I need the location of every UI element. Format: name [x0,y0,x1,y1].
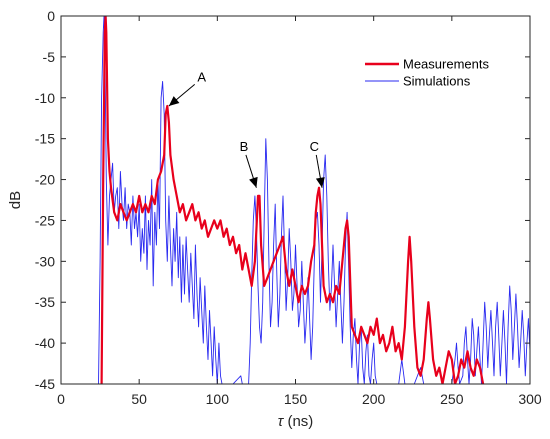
y-tick-label: -35 [35,294,55,310]
y-tick-label: -25 [35,212,55,228]
x-tick-label: 0 [57,391,65,407]
series-layer [98,16,530,384]
x-tick-label: 50 [131,391,147,407]
y-tick-label: -30 [35,253,55,269]
x-axis-label-unit: (ns) [287,413,313,430]
legend-label-simulations: Simulations [403,74,471,89]
annotation-arrow-head [168,96,180,106]
y-tick-label: -5 [43,49,56,65]
x-axis-label: τ (ns) [278,413,314,430]
annotation-arrow-head [315,177,325,188]
legend-label-measurements: Measurements [403,57,489,72]
y-tick-label: -40 [35,335,55,351]
x-axis-label-symbol: τ [278,413,285,430]
annotation-arrow-head [249,176,258,188]
y-tick-label: -10 [35,90,55,106]
annotation-label-b: B [240,139,249,154]
x-tick-label: 250 [440,391,464,407]
series-line-simulations [98,16,530,384]
annotation-label-c: C [310,139,319,154]
y-axis-label: dB [7,191,24,209]
annotations-layer: A B C [168,69,325,188]
y-tick-label: -20 [35,172,55,188]
ticks-layer: 0 50 100 150 200 250 300 0 -5 -10 -15 -20 -25 -30 -35 -… [35,8,542,407]
x-tick-label: 100 [206,391,230,407]
y-tick-label: 0 [47,8,55,24]
legend: Measurements Simulations [365,57,489,89]
x-tick-label: 300 [518,391,542,407]
annotation-label-a: A [197,69,206,84]
y-tick-label: -45 [35,376,55,392]
y-tick-label: -15 [35,131,55,147]
x-tick-label: 200 [362,391,386,407]
series-line-measurements [100,16,485,384]
x-tick-label: 150 [284,391,308,407]
